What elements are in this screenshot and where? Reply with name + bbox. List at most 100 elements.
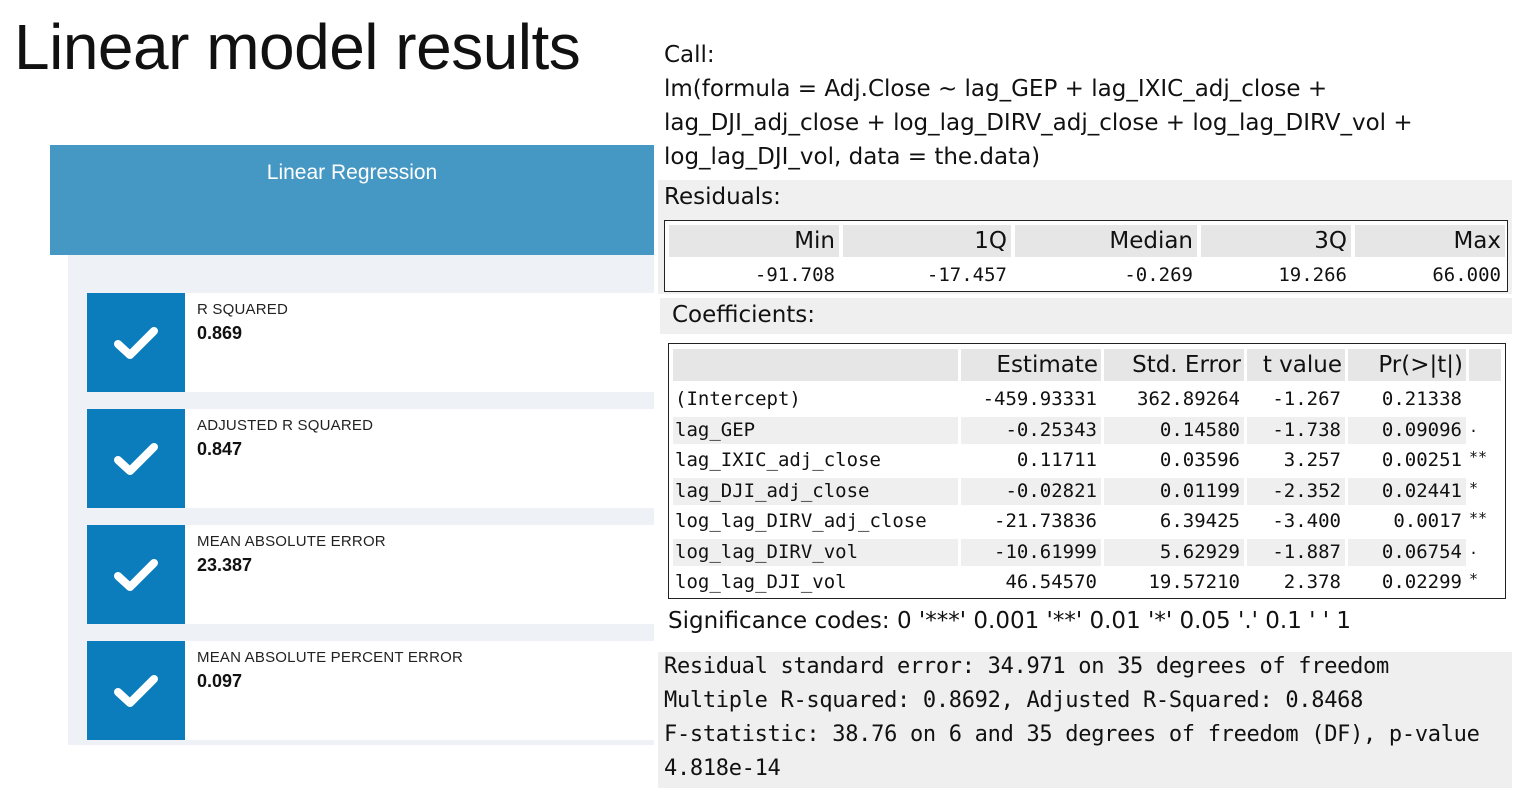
coef-cell-name: log_lag_DIRV_adj_close	[675, 510, 927, 532]
coef-cell-sig: .	[1469, 417, 1479, 436]
slide-title: Linear model results	[14, 11, 581, 83]
linear-regression-header: Linear Regression	[50, 145, 654, 255]
row-shading	[1348, 416, 1466, 444]
coef-cell-std-error: 0.14580	[1159, 418, 1240, 441]
row-shading	[673, 416, 958, 444]
coef-cell-estimate: 46.54570	[1005, 571, 1097, 593]
coef-cell-name: log_lag_DIRV_vol	[675, 540, 859, 563]
coef-cell-sig: **	[1469, 448, 1488, 466]
significance-codes: Significance codes: 0 '***' 0.001 '**' 0…	[668, 608, 1352, 634]
metric-label: MEAN ABSOLUTE PERCENT ERROR	[197, 649, 464, 666]
residuals-value: -17.457	[926, 264, 1007, 286]
metric-value: 0.097	[197, 671, 243, 691]
coef-row: log_lag_DIRV_adj_close -21.73836 6.39425 -3…	[669, 507, 1504, 536]
row-shading	[673, 477, 958, 505]
formula-line: log_lag_DJI_vol, data = the.data)	[664, 144, 1041, 170]
coef-row: lag_DJI_adj_close -0.02821 0.01199 -2.352 0.…	[669, 477, 1504, 506]
row-shading	[1348, 477, 1466, 505]
row-shading	[961, 538, 1101, 566]
metric-label: MEAN ABSOLUTE ERROR	[197, 533, 386, 550]
coef-header: Estimate	[961, 349, 1101, 381]
coef-row: lag_GEP -0.25343 0.14580 -1.738 0.09096.	[669, 416, 1504, 445]
residuals-header: Min	[669, 225, 839, 257]
coef-header: Std. Error	[1104, 349, 1244, 381]
residuals-table: Min 1Q Median 3Q Max -91.708 -17.457 -0.…	[664, 220, 1508, 292]
coef-cell-estimate: -459.93331	[982, 388, 1097, 410]
coef-cell-std-error: 0.03596	[1159, 449, 1240, 471]
coefficients-section	[660, 298, 1512, 334]
coef-cell-t-value: 2.378	[1283, 571, 1341, 593]
coef-row: log_lag_DIRV_vol -10.61999 5.62929 -1.887 0.…	[669, 538, 1504, 567]
coef-cell-t-value: -3.400	[1272, 510, 1341, 532]
residuals-header: 3Q	[1201, 225, 1351, 257]
model-summary	[658, 652, 1512, 788]
coef-row: lag_IXIC_adj_close 0.11711 0.03596 3.257 0.0…	[669, 446, 1504, 475]
coef-header: t value	[1247, 349, 1345, 381]
coef-cell-t-value: -2.352	[1272, 479, 1341, 502]
coefficients-label: Coefficients:	[672, 302, 816, 328]
coef-row: log_lag_DJI_vol 46.54570 19.57210 2.378 0.02…	[669, 568, 1504, 597]
residuals-value: 19.266	[1278, 264, 1347, 286]
coef-cell-sig	[1469, 385, 1501, 414]
coef-cell-p-value: 0.0017	[1393, 510, 1462, 532]
coef-cell-sig: *	[1469, 478, 1479, 497]
summary-line: Multiple R-squared: 0.8692, Adjusted R-S…	[664, 688, 1364, 713]
coef-cell-p-value: 0.02441	[1381, 479, 1462, 502]
coef-cell-estimate: -10.61999	[994, 540, 1097, 563]
coef-cell-t-value: -1.887	[1272, 540, 1341, 563]
coef-cell-std-error: 0.01199	[1159, 479, 1240, 502]
coef-cell-std-error: 362.89264	[1137, 388, 1240, 410]
coef-cell-sig: *	[1469, 570, 1479, 588]
coef-cell-std-error: 5.62929	[1159, 540, 1240, 563]
coef-cell-name: log_lag_DJI_vol	[675, 571, 847, 593]
metric-card-mean-absolute-error: MEAN ABSOLUTE ERROR 23.387	[87, 525, 654, 624]
linear-regression-title: Linear Regression	[266, 161, 438, 184]
row-shading	[961, 416, 1101, 444]
metric-label: R SQUARED	[197, 301, 288, 318]
coef-cell-p-value: 0.02299	[1381, 571, 1462, 593]
coef-cell-estimate: 0.11711	[1016, 449, 1097, 471]
call-label: Call:	[664, 42, 715, 68]
row-shading	[961, 477, 1101, 505]
coef-cell-std-error: 19.57210	[1148, 571, 1240, 593]
coef-cell-name: lag_IXIC_adj_close	[675, 449, 881, 471]
coef-cell-name: (Intercept)	[675, 388, 801, 410]
coef-row: (Intercept) -459.93331 362.89264 -1.267 0.21…	[669, 385, 1504, 414]
summary-line: Residual standard error: 34.971 on 35 de…	[664, 654, 1389, 679]
coefficients-table: Estimate Std. Error t value Pr(>|t|) (In…	[668, 343, 1506, 599]
metric-value: 0.869	[197, 323, 243, 343]
metric-card-adjusted-r-squared: ADJUSTED R SQUARED 0.847	[87, 409, 654, 508]
coef-cell-name: lag_GEP	[675, 418, 756, 441]
row-shading	[1348, 538, 1466, 566]
residuals-value: -0.269	[1124, 264, 1193, 286]
metric-value: 0.847	[197, 439, 243, 459]
coef-cell-sig: .	[1469, 539, 1479, 558]
row-shading	[1104, 416, 1244, 444]
coef-header-blank	[1469, 349, 1501, 381]
metric-label: ADJUSTED R SQUARED	[197, 417, 374, 434]
residuals-label: Residuals:	[664, 184, 781, 210]
residuals-header: 1Q	[843, 225, 1011, 257]
coef-cell-sig: **	[1469, 509, 1488, 527]
coef-header: Pr(>|t|)	[1348, 349, 1466, 381]
row-shading	[1247, 477, 1345, 505]
formula-line: lm(formula = Adj.Close ~ lag_GEP + lag_I…	[664, 76, 1328, 102]
checkmark-icon	[87, 409, 185, 508]
row-shading	[1247, 538, 1345, 566]
coef-cell-std-error: 6.39425	[1159, 510, 1240, 532]
row-shading	[1104, 477, 1244, 505]
coef-cell-estimate: -0.02821	[1005, 479, 1097, 502]
row-shading	[1104, 538, 1244, 566]
summary-line: 4.818e-14	[664, 756, 781, 781]
checkmark-icon	[87, 293, 185, 392]
coef-cell-p-value: 0.00251	[1381, 449, 1462, 471]
checkmark-icon	[87, 525, 185, 624]
coef-cell-t-value: -1.738	[1272, 418, 1341, 441]
formula-line: lag_DJI_adj_close + log_lag_DIRV_adj_clo…	[664, 110, 1413, 136]
residuals-value: -91.708	[754, 264, 835, 286]
coef-header-blank	[673, 349, 958, 381]
coef-cell-estimate: -21.73836	[994, 510, 1097, 532]
row-shading	[673, 538, 958, 566]
coef-cell-p-value: 0.06754	[1381, 540, 1462, 563]
residuals-header: Max	[1355, 225, 1505, 257]
